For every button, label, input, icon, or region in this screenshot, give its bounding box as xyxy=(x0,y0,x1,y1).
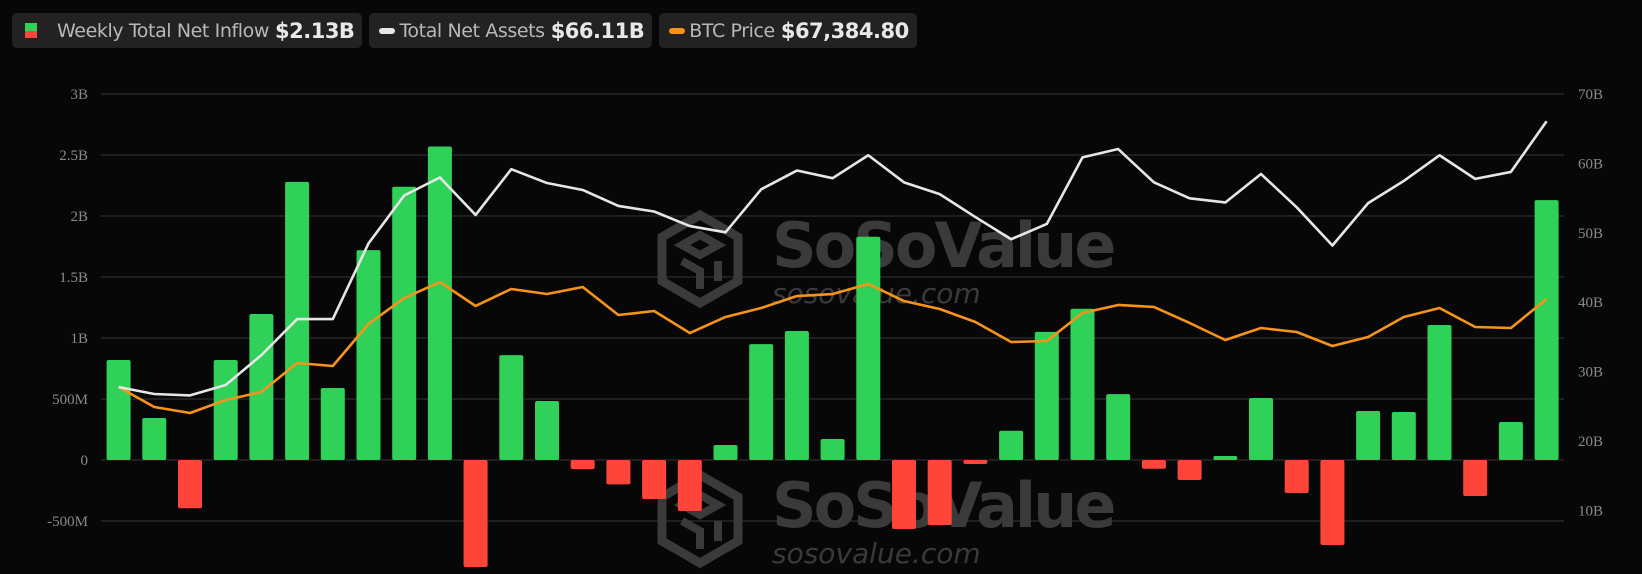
inflow-bar[interactable] xyxy=(535,400,559,460)
inflow-bar[interactable] xyxy=(570,460,595,470)
inflow-bar[interactable] xyxy=(1356,410,1381,460)
inflow-bar[interactable] xyxy=(642,460,667,500)
right-axis-tick-label: 20B xyxy=(1578,434,1603,450)
legend-label: Weekly Total Net Inflow xyxy=(57,19,269,42)
right-axis-tick-label: 60B xyxy=(1578,156,1603,172)
line-series xyxy=(117,120,1548,415)
right-axis-tick-label: 40B xyxy=(1578,295,1603,311)
inflow-bar[interactable] xyxy=(784,331,809,460)
inflow-bar[interactable] xyxy=(1391,412,1416,460)
inflow-bar[interactable] xyxy=(1534,200,1559,460)
inflow-bar[interactable] xyxy=(320,388,345,460)
svg-text:SoSoValue: SoSoValue xyxy=(772,209,1114,282)
inflow-bar[interactable] xyxy=(142,418,167,460)
chart-legend: Weekly Total Net Inflow $2.13B Total Net… xyxy=(12,13,917,48)
right-axis-tick-label: 30B xyxy=(1578,365,1603,381)
inflow-bar[interactable] xyxy=(1106,394,1131,460)
inflow-bar[interactable] xyxy=(285,181,310,460)
legend-value: $67,384.80 xyxy=(780,18,909,43)
legend-value: $2.13B xyxy=(275,18,355,43)
legend-btc-price[interactable]: BTC Price $67,384.80 xyxy=(659,13,917,48)
inflow-bar[interactable] xyxy=(749,344,774,460)
right-axis-tick-label: 50B xyxy=(1578,226,1603,242)
btc-price-line[interactable] xyxy=(117,280,1548,415)
right-axis-tick-label: 0 xyxy=(1578,573,1586,574)
inflow-bar[interactable] xyxy=(1249,398,1273,460)
legend-value: $66.11B xyxy=(550,18,645,43)
left-axis-tick-label: 1B xyxy=(70,331,88,347)
right-axis-tick-label: 70B xyxy=(1578,87,1603,103)
inflow-bar[interactable] xyxy=(213,359,238,460)
inflow-bar[interactable] xyxy=(820,439,845,460)
inflow-bar[interactable] xyxy=(856,236,881,460)
total-net-assets-line[interactable] xyxy=(118,120,1548,397)
inflow-bar[interactable] xyxy=(1177,460,1202,481)
right-axis-tick-label: 10B xyxy=(1578,503,1603,519)
inflow-bar[interactable] xyxy=(1498,422,1523,460)
right-axis: 70B 60B 50B 40B 30B 20B 10B 0 xyxy=(1578,87,1603,574)
bar-swatch-icon xyxy=(25,23,37,38)
inflow-bar[interactable] xyxy=(1070,308,1095,460)
inflow-bar[interactable] xyxy=(463,460,488,567)
inflow-bar[interactable] xyxy=(892,460,916,530)
inflow-bar[interactable] xyxy=(499,355,524,460)
left-axis-tick-label: 2B xyxy=(70,209,88,225)
inflow-bar[interactable] xyxy=(1427,324,1452,460)
left-axis-tick-label: 3B xyxy=(70,87,88,103)
legend-label: Total Net Assets xyxy=(399,19,545,42)
left-axis-tick-label: 500M xyxy=(52,392,88,408)
inflow-bar[interactable] xyxy=(963,460,988,465)
inflow-bar[interactable] xyxy=(999,430,1024,460)
inflow-bar[interactable] xyxy=(1213,455,1238,460)
inflow-bar[interactable] xyxy=(713,444,738,460)
inflow-bar[interactable] xyxy=(1463,460,1488,496)
legend-total-net-assets[interactable]: Total Net Assets $66.11B xyxy=(369,13,653,48)
inflow-bar[interactable] xyxy=(1141,460,1166,469)
left-axis-tick-label: -500M xyxy=(47,514,88,530)
inflow-bar[interactable] xyxy=(178,460,202,509)
inflow-bar[interactable] xyxy=(1284,460,1309,493)
inflow-bar[interactable] xyxy=(927,460,952,526)
inflow-bar[interactable] xyxy=(1320,460,1345,546)
inflow-bar[interactable] xyxy=(356,250,381,460)
inflow-bar[interactable] xyxy=(606,460,631,485)
inflow-bar[interactable] xyxy=(392,186,417,460)
legend-weekly-net-inflow[interactable]: Weekly Total Net Inflow $2.13B xyxy=(12,13,363,48)
svg-text:sosovalue.com: sosovalue.com xyxy=(772,537,981,570)
legend-label: BTC Price xyxy=(689,19,775,42)
orange-line-swatch-icon xyxy=(669,27,686,34)
left-axis-tick-label: 2.5B xyxy=(59,148,88,164)
white-line-swatch-icon xyxy=(379,27,396,34)
left-axis-tick-label: 0 xyxy=(81,453,89,469)
inflow-bar[interactable] xyxy=(677,460,702,511)
inflow-bar[interactable] xyxy=(106,359,131,460)
gridlines xyxy=(101,93,1564,522)
inflow-bar[interactable] xyxy=(249,313,274,460)
left-axis-tick-label: 1.5B xyxy=(59,270,88,286)
inflow-bar[interactable] xyxy=(1034,331,1059,460)
inflow-bar[interactable] xyxy=(427,146,452,460)
